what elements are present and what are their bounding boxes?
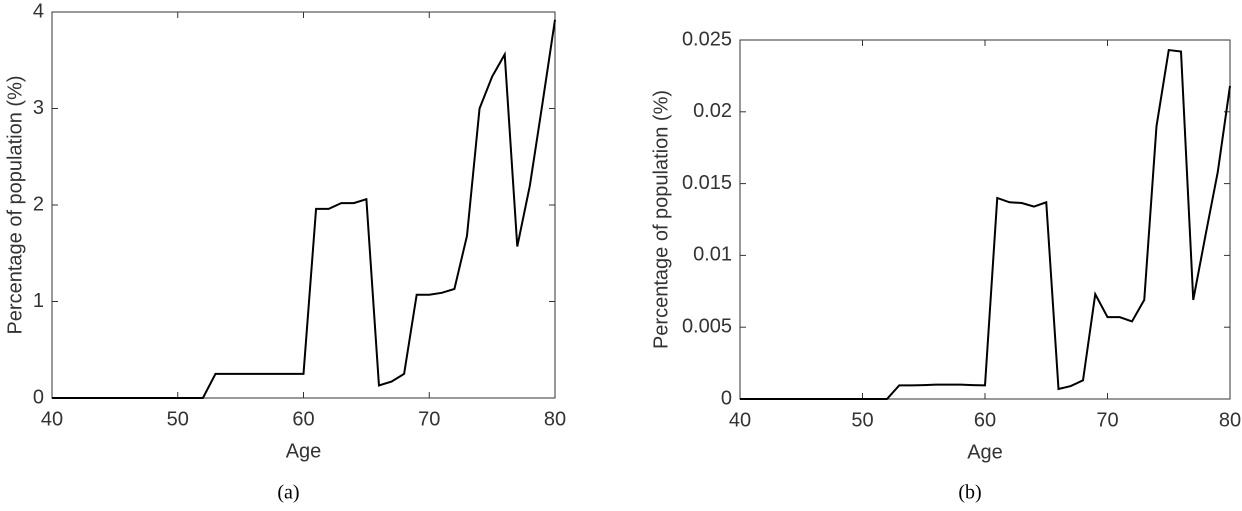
y-tick-label: 0.015 <box>682 172 732 194</box>
plot-frame <box>739 39 1231 400</box>
y-tick-label: 0.02 <box>693 100 732 122</box>
y-tick-label: 3 <box>33 97 44 119</box>
y-tick-label: 0.005 <box>682 315 732 337</box>
y-tick-label: 1 <box>33 290 44 312</box>
x-axis-label: Age <box>286 440 322 462</box>
x-tick-label: 80 <box>1219 409 1241 431</box>
caption: (b) <box>958 482 981 504</box>
data-line <box>740 48 1231 400</box>
x-axis-label: Age <box>967 441 1003 463</box>
y-axis-label: Percentage of population (%) <box>4 75 26 334</box>
x-tick-label: 40 <box>729 409 751 431</box>
x-tick-label: 70 <box>418 408 440 430</box>
x-tick-label: 40 <box>41 408 63 430</box>
x-tick-label: 80 <box>544 408 566 430</box>
y-tick-label: 0.01 <box>693 244 732 266</box>
caption: (a) <box>277 482 299 504</box>
x-tick-label: 50 <box>167 408 189 430</box>
plot-frame <box>51 11 556 399</box>
y-tick-label: 0 <box>33 386 44 408</box>
x-tick-label: 60 <box>292 408 314 430</box>
y-tick-label: 2 <box>33 193 44 215</box>
y-tick-label: 4 <box>33 0 44 22</box>
x-tick-label: 70 <box>1096 409 1118 431</box>
y-tick-label: 0 <box>721 387 732 409</box>
x-tick-label: 60 <box>974 409 996 431</box>
x-tick-label: 50 <box>851 409 873 431</box>
y-axis-label: Percentage of population (%) <box>650 90 672 349</box>
data-line <box>52 19 556 399</box>
y-tick-label: 0.025 <box>682 28 732 50</box>
